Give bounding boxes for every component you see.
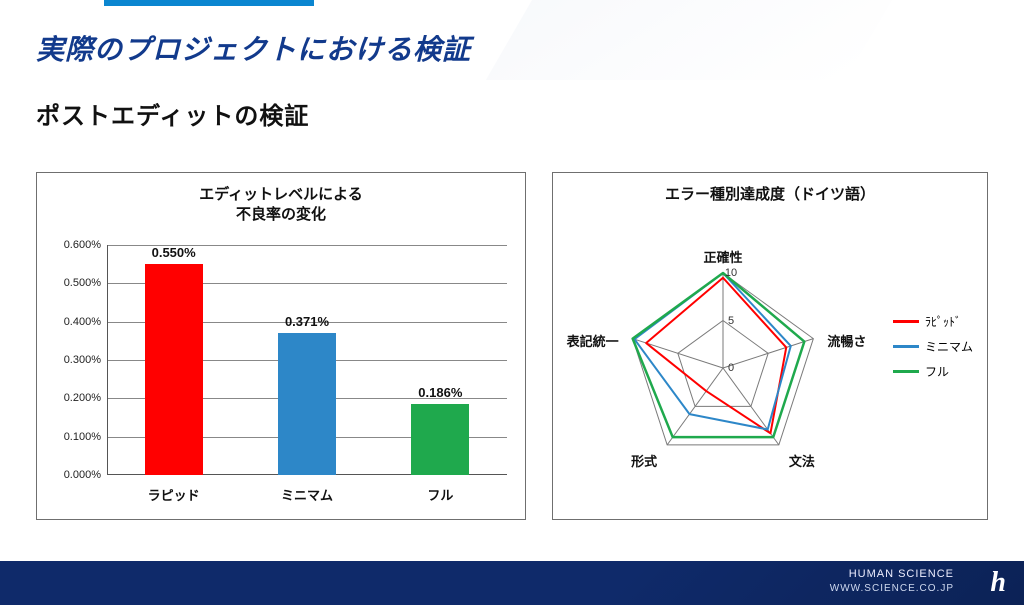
bar-category-label: フル: [401, 475, 479, 504]
y-tick-label: 0.300%: [41, 354, 101, 366]
y-tick-label: 0.200%: [41, 392, 101, 404]
footer: HUMAN SCIENCE WWW.SCIENCE.CO.JP h: [0, 561, 1024, 605]
radar-category-label: 文法: [789, 451, 815, 470]
footer-brand: HUMAN SCIENCE: [849, 568, 954, 580]
bar-group: 0.550%ラピッド: [135, 245, 213, 475]
radar-ring-label: 10: [725, 267, 737, 279]
bar-group: 0.186%フル: [401, 245, 479, 475]
accent-bar: [104, 0, 314, 6]
bar-title-line2: 不良率の変化: [236, 206, 326, 223]
legend-item: フル: [893, 363, 973, 380]
y-tick-label: 0.600%: [41, 239, 101, 251]
radar-ring-label: 0: [728, 362, 734, 374]
radar-legend: ﾗﾋﾟｯﾄﾞ ミニマムフル: [893, 313, 973, 388]
bar-value-label: 0.186%: [411, 385, 469, 404]
y-tick-label: 0.100%: [41, 431, 101, 443]
bar-category-label: ミニマム: [268, 475, 346, 504]
bar: 0.371%: [278, 333, 336, 475]
main-title: 実際のプロジェクトにおける検証: [36, 28, 471, 68]
legend-label: ﾗﾋﾟｯﾄﾞ: [925, 313, 961, 330]
radar-ring-label: 5: [728, 315, 734, 327]
footer-logo-icon: h: [990, 567, 1006, 599]
footer-url: WWW.SCIENCE.CO.JP: [830, 583, 954, 594]
y-tick-label: 0.500%: [41, 277, 101, 289]
slide: 実際のプロジェクトにおける検証 ポストエディットの検証 エディットレベルによる …: [0, 0, 1024, 605]
y-tick-label: 0.400%: [41, 316, 101, 328]
legend-item: ミニマム: [893, 338, 973, 355]
radar-category-label: 正確性: [693, 247, 753, 266]
bar-category-label: ラピッド: [135, 475, 213, 504]
radar-chart-panel: エラー種別達成度（ドイツ語） 0 5 10正確性流暢さ文法 形式 表記統一 ﾗﾋﾟｯﾄﾞ…: [552, 172, 988, 520]
y-tick-label: 0.000%: [41, 469, 101, 481]
legend-swatch: [893, 320, 919, 323]
radar-category-label: 流暢さ: [827, 331, 866, 350]
bar: 0.550%: [145, 264, 203, 475]
decorative-angle: [486, 0, 938, 80]
legend-swatch: [893, 370, 919, 373]
legend-label: ミニマム: [925, 338, 973, 355]
bar-chart-title: エディットレベルによる 不良率の変化: [37, 185, 525, 226]
radar-category-label: 表記統一: [567, 331, 619, 350]
footer-text: HUMAN SCIENCE WWW.SCIENCE.CO.JP: [830, 567, 954, 596]
bar-plot-area: 0.000%0.100%0.200%0.300%0.400%0.500%0.60…: [107, 245, 507, 475]
charts-row: エディットレベルによる 不良率の変化 0.000%0.100%0.200%0.3…: [36, 172, 988, 520]
bar-group: 0.371%ミニマム: [268, 245, 346, 475]
legend-label: フル: [925, 363, 949, 380]
bar-title-line1: エディットレベルによる: [199, 186, 363, 203]
radar-chart-title: エラー種別達成度（ドイツ語）: [553, 185, 987, 205]
bar: 0.186%: [411, 404, 469, 475]
legend-swatch: [893, 345, 919, 348]
bar-chart-panel: エディットレベルによる 不良率の変化 0.000%0.100%0.200%0.3…: [36, 172, 526, 520]
bar-value-label: 0.550%: [145, 245, 203, 264]
radar-category-label: 形式: [631, 451, 657, 470]
radar-plot-area: 0510正確性流暢さ文法形式表記統一: [593, 233, 853, 493]
legend-item: ﾗﾋﾟｯﾄﾞ: [893, 313, 973, 330]
sub-title: ポストエディットの検証: [36, 96, 309, 131]
bar-value-label: 0.371%: [278, 314, 336, 333]
